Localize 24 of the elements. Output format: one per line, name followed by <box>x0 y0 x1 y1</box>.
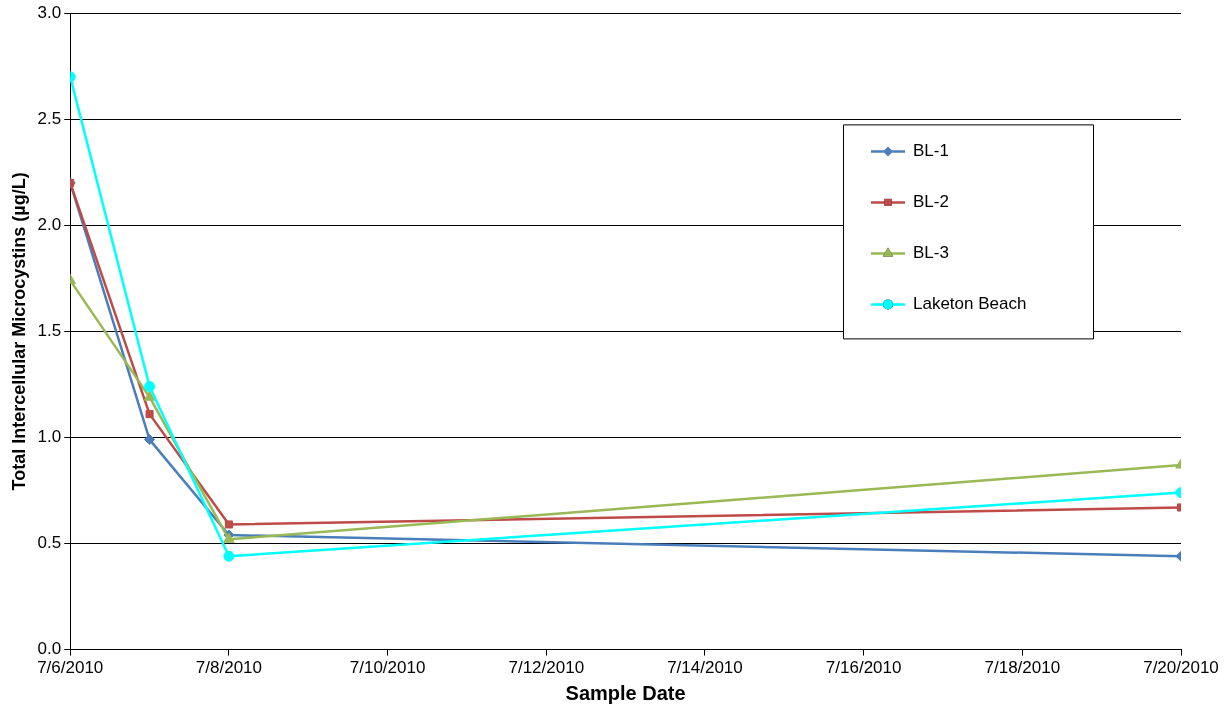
legend-label: BL-1 <box>913 141 949 161</box>
y-axis-title: Total Intercellular Microcystins (µg/L) <box>8 172 29 491</box>
y-tick-label: 1.5 <box>37 321 62 341</box>
y-tick-label: 3.0 <box>37 2 62 22</box>
y-tick-label: 0.5 <box>37 533 62 553</box>
x-tick-label: 7/10/2010 <box>349 658 426 678</box>
legend-label: BL-3 <box>913 243 949 263</box>
x-axis-title: Sample Date <box>565 681 686 704</box>
y-tick-label: 2.5 <box>37 108 62 128</box>
y-tick-label: 0.0 <box>37 639 62 659</box>
x-tick-label: 7/8/2010 <box>195 658 263 678</box>
x-tick-label: 7/12/2010 <box>508 658 585 678</box>
x-tick-label: 7/6/2010 <box>37 658 104 678</box>
x-tick-label: 7/14/2010 <box>667 658 743 678</box>
legend-label: Laketon Beach <box>913 294 1027 314</box>
point <box>224 520 233 529</box>
x-tick-label: 7/18/2010 <box>984 658 1061 678</box>
x-tick-label: 7/20/2010 <box>1143 658 1219 678</box>
y-tick-label: 1.0 <box>37 427 62 447</box>
legend-label: BL-2 <box>913 192 949 212</box>
y-tick-label: 2.0 <box>37 215 62 235</box>
x-tick-label: 7/16/2010 <box>825 658 902 678</box>
point <box>144 434 156 446</box>
point <box>145 410 154 419</box>
